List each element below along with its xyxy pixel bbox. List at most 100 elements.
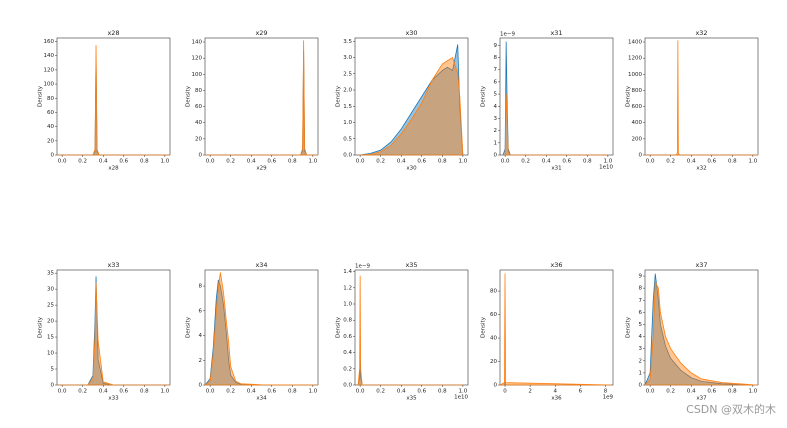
x-tick-label: 0.4 — [247, 389, 256, 395]
y-tick-label: 7 — [494, 67, 498, 73]
y-tick-label: 2 — [494, 128, 498, 134]
x-tick-label: 0.8 — [728, 389, 737, 395]
x-tick-label: 0.8 — [438, 159, 447, 165]
y-tick-label: 0 — [639, 383, 643, 389]
x-offset-label: 1e9 — [603, 395, 614, 401]
y-axis-label: Density — [481, 85, 487, 107]
y-tick-label: 1400 — [628, 40, 642, 46]
y-tick-label: 2.5 — [343, 71, 352, 77]
y-tick-label: 80 — [195, 88, 202, 94]
x-offset-label: 1e10 — [454, 395, 468, 401]
x-tick-label: 0.4 — [687, 159, 696, 165]
chart-title: x32 — [695, 29, 707, 37]
x-tick-label: 0.8 — [438, 389, 447, 395]
y-tick-label: 40 — [195, 120, 202, 126]
x-tick-label: 1.0 — [160, 389, 169, 395]
y-tick-label: 200 — [632, 136, 643, 142]
y-tick-label: 0 — [199, 153, 203, 159]
x-axis-label: x32 — [696, 166, 706, 172]
chart-title: x29 — [255, 29, 267, 37]
x-tick-label: 0.4 — [99, 389, 108, 395]
x-tick-label: 0.4 — [397, 159, 406, 165]
y-tick-label: 0.5 — [343, 136, 352, 142]
x-tick-label: 0.6 — [707, 159, 716, 165]
x-tick-label: 0.4 — [397, 389, 406, 395]
y-tick-label: 2.0 — [343, 88, 352, 94]
y-tick-label: 140 — [44, 53, 55, 59]
y-offset-label: 1e−9 — [500, 32, 515, 38]
y-tick-label: 80 — [490, 289, 497, 295]
y-tick-label: 1.0 — [343, 302, 352, 308]
x-tick-label: 0.2 — [521, 159, 530, 165]
x-tick-label: 4 — [553, 389, 557, 395]
y-tick-label: 80 — [47, 96, 54, 102]
y-tick-label: 8 — [199, 284, 203, 290]
y-axis-label: Density — [626, 316, 632, 338]
x-tick-label: 0.8 — [288, 389, 297, 395]
x-tick-label: 0 — [503, 389, 507, 395]
x-tick-label: 0.2 — [376, 159, 385, 165]
x-tick-label: 0.8 — [728, 159, 737, 165]
x-offset-label: 1e10 — [599, 165, 613, 171]
y-tick-label: 3 — [494, 116, 498, 122]
y-tick-label: 5 — [494, 92, 498, 98]
y-tick-label: 6 — [639, 310, 643, 316]
y-tick-label: 60 — [490, 312, 497, 318]
x-tick-label: 0.2 — [226, 389, 235, 395]
y-tick-label: 4 — [199, 333, 203, 339]
y-tick-label: 0.6 — [343, 334, 352, 340]
y-tick-label: 0 — [494, 383, 498, 389]
x-tick-label: 0.6 — [562, 159, 571, 165]
y-tick-label: 5 — [639, 322, 643, 328]
x-tick-label: 0.2 — [666, 389, 675, 395]
y-tick-label: 0 — [494, 153, 498, 159]
y-axis-label: Density — [186, 316, 192, 338]
y-tick-label: 6 — [199, 308, 203, 314]
x-tick-label: 0.6 — [707, 389, 716, 395]
y-tick-label: 600 — [632, 104, 643, 110]
y-axis-label: Density — [336, 85, 342, 107]
x-axis-label: x28 — [108, 166, 119, 172]
x-axis-label: x29 — [256, 166, 267, 172]
y-tick-label: 0.8 — [343, 318, 352, 324]
y-tick-label: 20 — [195, 136, 202, 142]
x-tick-label: 0.0 — [646, 389, 655, 395]
x-axis-label: x37 — [696, 396, 707, 402]
y-tick-label: 60 — [47, 110, 54, 116]
y-tick-label: 0.0 — [343, 153, 352, 159]
x-tick-label: 0.6 — [119, 389, 128, 395]
y-tick-label: 0 — [199, 383, 203, 389]
y-tick-label: 100 — [192, 72, 203, 78]
y-tick-label: 30 — [47, 287, 54, 293]
y-tick-label: 0 — [51, 383, 55, 389]
chart-title: x35 — [405, 261, 417, 269]
x-tick-label: 0.8 — [288, 159, 297, 165]
x-tick-label: 0.0 — [501, 159, 510, 165]
y-axis-label: Density — [336, 316, 342, 338]
x-tick-label: 2 — [528, 389, 532, 395]
x-tick-label: 1.0 — [308, 159, 317, 165]
chart-title: x33 — [107, 261, 119, 269]
y-tick-label: 1.4 — [343, 269, 352, 275]
y-tick-label: 400 — [632, 120, 643, 126]
x-tick-label: 0.4 — [687, 389, 696, 395]
x-tick-label: 1.0 — [308, 389, 317, 395]
x-tick-label: 0.8 — [583, 159, 592, 165]
chart-title: x37 — [695, 261, 707, 269]
y-tick-label: 1200 — [628, 56, 642, 62]
x-tick-label: 0.6 — [417, 159, 426, 165]
y-tick-label: 3 — [639, 346, 643, 352]
chart-title: x28 — [107, 29, 119, 37]
x-tick-label: 0.6 — [417, 389, 426, 395]
x-axis-label: x34 — [256, 396, 267, 402]
y-tick-label: 100 — [44, 82, 55, 88]
y-tick-label: 7 — [639, 298, 643, 304]
y-tick-label: 0.2 — [343, 366, 352, 372]
y-tick-label: 40 — [47, 124, 54, 130]
x-tick-label: 0.0 — [206, 159, 215, 165]
y-tick-label: 0 — [51, 153, 55, 159]
y-tick-label: 0.4 — [343, 350, 352, 356]
x-tick-label: 1.0 — [748, 159, 757, 165]
y-tick-label: 8 — [494, 55, 498, 61]
x-axis-label: x35 — [406, 396, 417, 402]
